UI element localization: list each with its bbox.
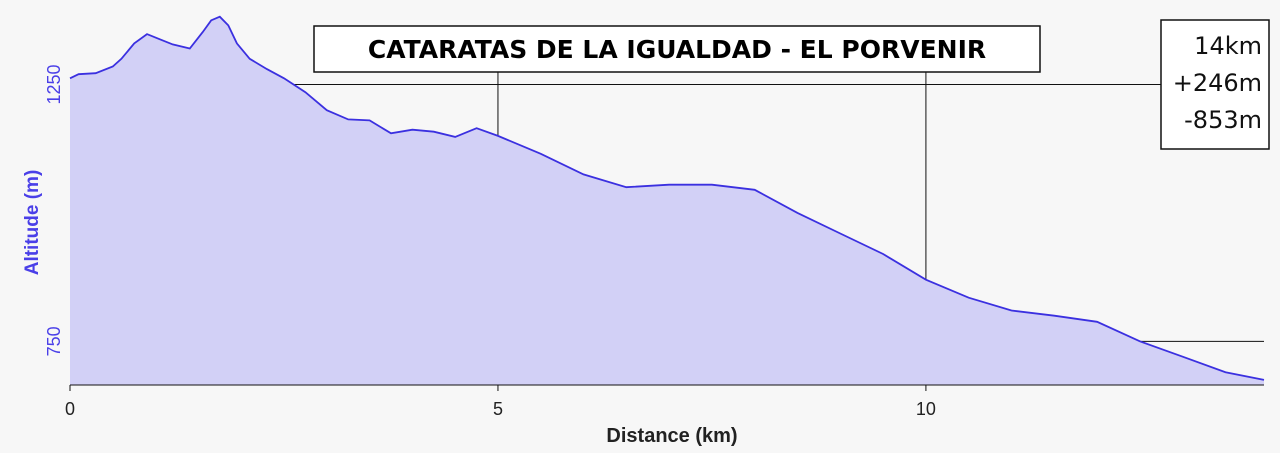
stat-distance: 14km (1194, 32, 1262, 60)
y-tick-label: 1250 (44, 64, 64, 104)
y-axis-label: Altitude (m) (22, 170, 43, 276)
elevation-line (69, 15, 1265, 381)
x-tick-label: 5 (493, 399, 503, 419)
chart-title: CATARATAS DE LA IGUALDAD - EL PORVENIR (368, 35, 986, 64)
x-tick-label: 10 (916, 399, 936, 419)
x-ticks: 0 5 10 (65, 385, 936, 419)
stat-descent: -853m (1184, 106, 1262, 134)
y-tick-label: 750 (44, 326, 64, 356)
stats-box: 14km +246m -853m (1160, 19, 1270, 150)
title-box: CATARATAS DE LA IGUALDAD - EL PORVENIR (313, 25, 1041, 73)
stat-ascent: +246m (1173, 69, 1262, 97)
x-axis-label: Distance (km) (606, 425, 737, 447)
y-ticks: 750 1250 (44, 64, 64, 356)
elevation-area (70, 16, 1264, 385)
x-tick-label: 0 (65, 399, 75, 419)
